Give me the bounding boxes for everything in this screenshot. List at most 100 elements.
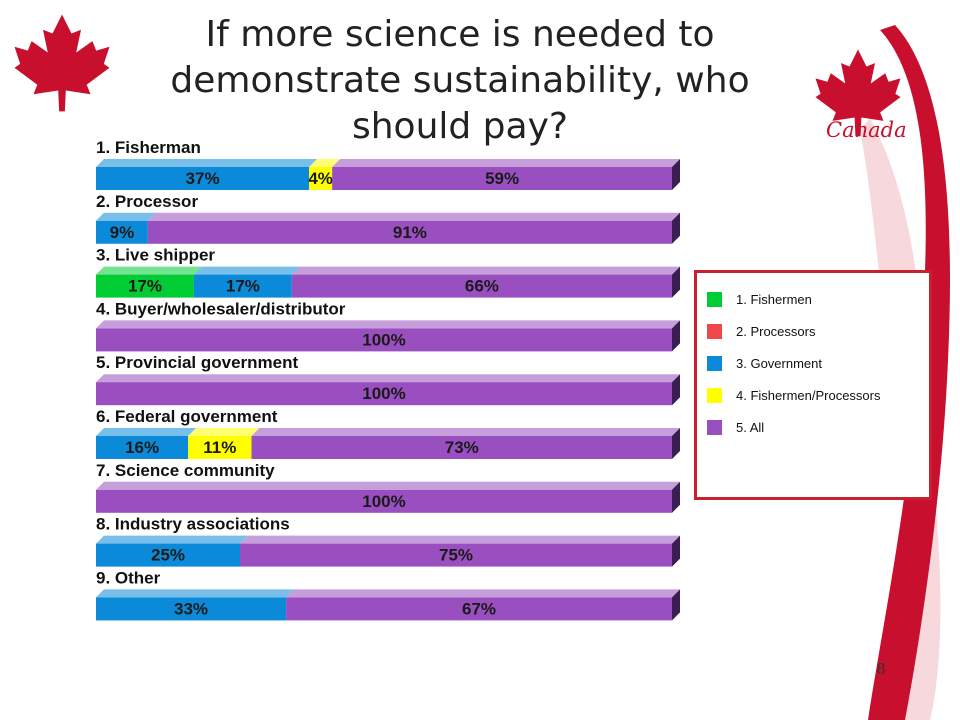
legend-swatch — [707, 355, 722, 371]
value-label: 16% — [125, 438, 159, 457]
bar-segment — [286, 597, 672, 621]
category-label: 7. Science community — [96, 461, 275, 480]
bar-segment — [332, 167, 672, 190]
bar-segment-top — [96, 374, 680, 383]
category-label: 9. Other — [96, 568, 161, 587]
bar-segment — [96, 597, 287, 621]
bar-row: 7. Science community 100% — [96, 461, 680, 513]
legend-label: 3. Government — [736, 355, 822, 371]
category-label: 1. Fisherman — [96, 138, 201, 157]
bar-segment-top — [193, 266, 300, 275]
legend-label: 4. Fishermen/Processors — [736, 387, 881, 403]
value-label: 25% — [151, 546, 185, 565]
category-label: 2. Processor — [96, 192, 198, 211]
ribbon-flag — [868, 25, 950, 720]
bar-segment — [96, 167, 310, 190]
bar-row: 4. Buyer/wholesaler/distributor 100% — [96, 299, 680, 352]
bar-segment-top — [96, 428, 197, 436]
value-label: 100% — [362, 330, 405, 349]
bar-segment — [291, 274, 672, 298]
bar-segment-top — [96, 320, 680, 329]
legend-label: 1. Fishermen — [736, 291, 812, 307]
bar-segment — [96, 328, 672, 352]
chart-legend: 1. Fishermen 2. Processors 3. Government 4.… — [694, 270, 932, 500]
value-label: 11% — [203, 438, 236, 457]
category-label: 5. Provincial government — [96, 353, 299, 372]
bar-end-face — [672, 535, 680, 567]
bar-end-face — [672, 481, 680, 513]
bar-end-face — [672, 320, 680, 352]
bar-row: 9. Other 33% 67% — [96, 568, 680, 621]
bar-segment-top — [147, 212, 681, 221]
value-label: 4% — [308, 169, 333, 188]
legend-label: 2. Processors — [736, 323, 816, 339]
bar-segment — [96, 274, 194, 298]
value-label: 17% — [226, 277, 260, 296]
bar-segment-top — [96, 212, 156, 221]
bar-segment-top — [291, 266, 680, 275]
bar-segment — [147, 220, 673, 244]
bar-segment-top — [96, 266, 202, 275]
value-label: 73% — [445, 438, 479, 457]
bar-segment-top — [96, 589, 295, 598]
value-label: 33% — [174, 599, 208, 618]
bar-segment-top — [251, 428, 680, 436]
bar-segment — [96, 436, 189, 459]
bar-segment-top — [96, 481, 680, 490]
legend-swatch — [707, 323, 722, 339]
legend-swatch — [707, 419, 722, 435]
page-number: 8 — [876, 660, 886, 678]
bar-segment — [96, 543, 240, 567]
category-label: 4. Buyer/wholesaler/distributor — [96, 299, 346, 318]
bar-segment-top — [240, 535, 680, 544]
bar-end-face — [672, 589, 680, 621]
bar-segment-top — [332, 159, 680, 167]
bar-end-face — [672, 428, 680, 459]
bar-segment — [193, 274, 292, 298]
legend-label: 5. All — [736, 419, 765, 435]
bar-segment-top — [96, 159, 318, 167]
bar-row: 5. Provincial government 100% — [96, 353, 680, 406]
legend-item: 5. All — [707, 419, 764, 435]
slide-title: If more science is needed to demonstrate… — [170, 14, 750, 147]
bar-segment — [240, 543, 672, 567]
category-label: 3. Live shipper — [96, 246, 215, 265]
canada-wordmark: Canada — [826, 118, 907, 142]
category-label: 6. Federal government — [96, 407, 278, 426]
bar-end-face — [672, 374, 680, 406]
value-label: 17% — [128, 277, 162, 296]
bar-end-face — [672, 212, 680, 244]
bar-row: 2. Processor 9% 91% — [96, 192, 681, 244]
bar-segment-top — [188, 428, 260, 436]
bar-row: 8. Industry associations 25% 75% — [96, 515, 680, 567]
bar-segment-top — [309, 159, 341, 167]
bar-segment-top — [286, 589, 680, 598]
legend-swatch — [707, 291, 722, 307]
bar-segment-top — [96, 535, 248, 544]
value-label: 75% — [439, 546, 473, 565]
legend-item: 3. Government — [707, 355, 822, 371]
value-label: 59% — [485, 169, 519, 188]
bar-segment — [188, 436, 252, 459]
legend-item: 2. Processors — [707, 323, 815, 339]
value-label: 9% — [110, 223, 135, 242]
legend-item: 1. Fishermen — [707, 291, 812, 307]
bar-segment — [96, 489, 672, 513]
legend-swatch — [707, 387, 722, 403]
value-label: 100% — [362, 492, 405, 511]
value-label: 67% — [462, 599, 496, 618]
bar-segment — [96, 382, 672, 406]
bar-row: 3. Live shipper 17% 17% 66% — [96, 246, 680, 298]
value-label: 91% — [393, 223, 427, 242]
value-label: 100% — [362, 384, 405, 403]
bar-segment — [251, 436, 672, 459]
bar-segment — [309, 167, 333, 190]
bar-segment — [96, 220, 148, 244]
legend-item: 4. Fishermen/Processors — [707, 387, 881, 403]
category-label: 8. Industry associations — [96, 515, 290, 534]
bar-row: 1. Fisherman 37% 4% 59% — [96, 138, 680, 190]
bar-end-face — [672, 266, 680, 298]
value-label: 37% — [186, 169, 220, 188]
bar-end-face — [672, 159, 680, 190]
